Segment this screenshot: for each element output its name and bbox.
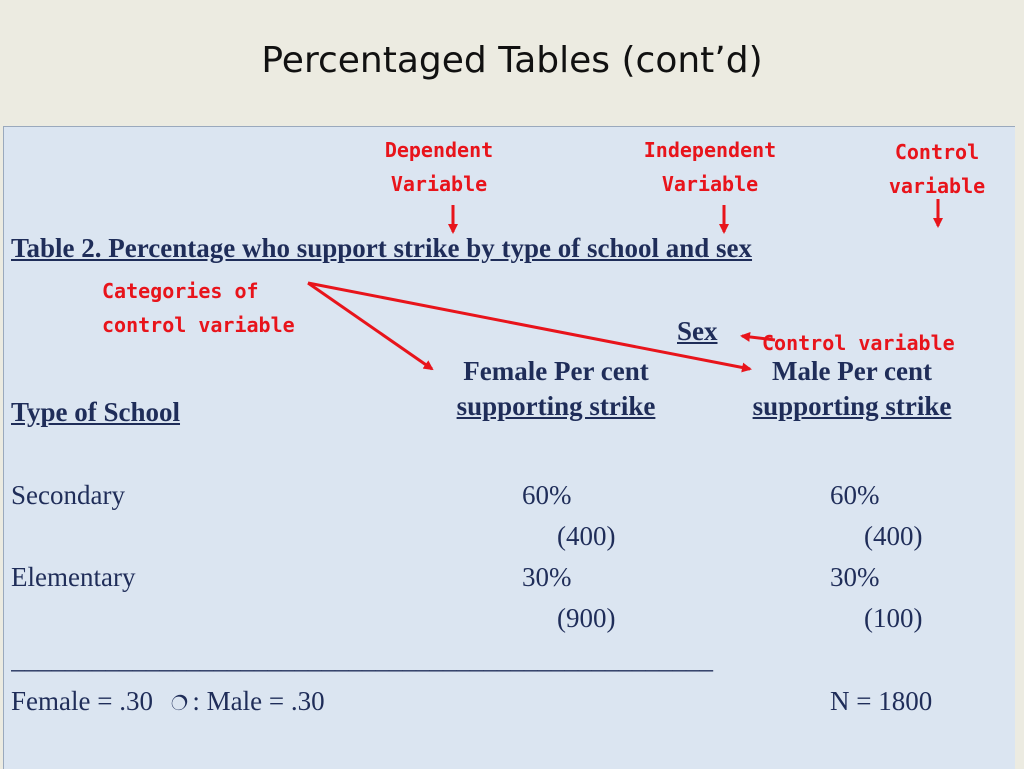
male-pct-elementary: 30% — [830, 562, 880, 592]
female-column-header: Female Per cent supporting strike — [456, 356, 656, 421]
sex-header: Sex — [677, 316, 718, 346]
table-rule: ________________________________________… — [11, 644, 713, 674]
male-n-elementary: (100) — [864, 603, 923, 633]
row-label-secondary: Secondary — [11, 480, 125, 510]
female-n-secondary: (400) — [557, 521, 616, 551]
mailbox-icon: 🔿 — [170, 691, 189, 715]
footer-male: : Male = .30 — [192, 686, 325, 716]
male-n-secondary: (400) — [864, 521, 923, 551]
dependent-variable-label: Dependent Variable — [384, 138, 494, 196]
row-header: Type of School — [11, 397, 181, 427]
table-footer: Female = .30 🔿: Male = .30 — [11, 686, 325, 717]
table-caption: Table 2. Percentage who support strike b… — [11, 233, 753, 263]
control-variable-label: Control variable — [888, 140, 986, 198]
footer-female: Female = .30 — [11, 686, 153, 716]
slide-title: Percentaged Tables (cont’d) — [261, 40, 763, 81]
male-column-header: Male Per cent supporting strike — [752, 356, 952, 421]
content-panel — [3, 126, 1015, 769]
female-n-elementary: (900) — [557, 603, 616, 633]
control-variable-right-label: Control variable — [762, 331, 955, 355]
female-pct-secondary: 60% — [522, 480, 572, 510]
independent-variable-label: Independent Variable — [643, 138, 777, 196]
male-pct-secondary: 60% — [830, 480, 880, 510]
row-label-elementary: Elementary — [11, 562, 136, 592]
footer-n: N = 1800 — [830, 686, 933, 716]
categories-label: Categories of control variable — [102, 279, 295, 337]
female-pct-elementary: 30% — [522, 562, 572, 592]
